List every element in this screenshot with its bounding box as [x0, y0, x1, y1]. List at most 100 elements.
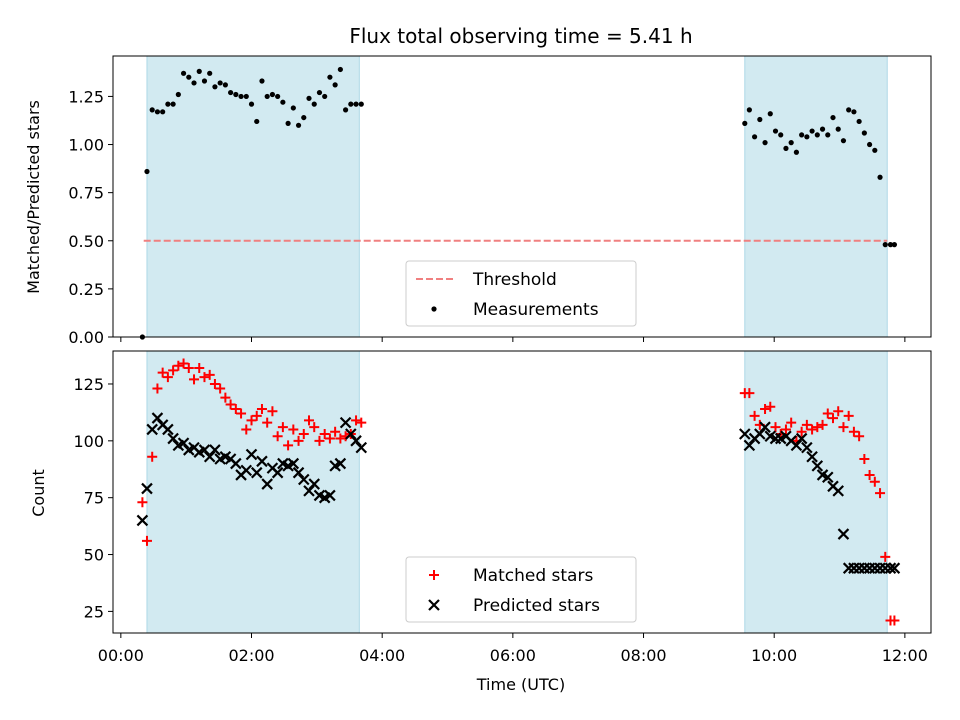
x-tick-label: 08:00 [620, 646, 666, 665]
matched-point [796, 426, 807, 437]
chart-title: Flux total observing time = 5.41 h [349, 24, 692, 48]
matched-point [765, 401, 776, 412]
axes-frame [112, 55, 932, 338]
matched-point [283, 440, 294, 451]
matched-point [262, 417, 273, 428]
measurement-point [793, 149, 800, 155]
legend: Matched stars Predicted stars [405, 556, 637, 623]
y-tick-label: 75 [84, 489, 104, 508]
legend-label: Matched stars [473, 566, 593, 586]
predicted-point [136, 514, 149, 527]
predicted-point [743, 439, 756, 452]
measurement-point [295, 122, 302, 128]
y-tick-label: 25 [84, 602, 104, 621]
matched-point [854, 431, 865, 442]
predicted-point [162, 423, 174, 436]
y-tick-label: 1.25 [68, 87, 104, 106]
measurement-point [248, 101, 255, 107]
predicted-point [203, 450, 216, 463]
predicted-point [754, 428, 766, 440]
x-tick-label: 02:00 [228, 646, 274, 665]
measurement-point [856, 118, 862, 125]
y-tick-label: 50 [84, 546, 104, 565]
predicted-point [308, 478, 321, 490]
predicted-point [795, 432, 808, 445]
y-tick-label: 0.25 [68, 280, 104, 299]
matched-point [822, 408, 833, 419]
matched-point [889, 615, 900, 626]
measurement-point [851, 109, 857, 115]
predicted-point [209, 444, 221, 456]
measurement-point [201, 78, 208, 84]
predicted-point [739, 428, 751, 440]
measurement-point [316, 89, 323, 96]
predicted-point [821, 471, 834, 483]
matched-point [267, 406, 278, 417]
legend-box [405, 556, 637, 623]
matched-point [827, 413, 838, 424]
matched-point [807, 424, 818, 435]
predicted-point [355, 441, 368, 454]
measurement-point [217, 80, 223, 86]
matched-point [189, 374, 200, 385]
measurement-point [891, 242, 898, 248]
measurement-point [783, 145, 789, 151]
matched-point [817, 419, 828, 430]
measurement-point [772, 128, 779, 134]
measurement-point [186, 74, 192, 80]
predicted-point [230, 457, 242, 470]
top-panel: 0.00 0.25 0.50 0.75 1.00 1.25 Threshold Measure… [68, 55, 932, 347]
matched-point [209, 378, 220, 389]
x-axis-label: Time (UTC) [476, 675, 565, 694]
measurement-point [767, 111, 773, 117]
matched-point [801, 419, 812, 430]
y-tick-label: 0.50 [68, 232, 104, 251]
matched-point [137, 497, 148, 508]
matched-point [869, 476, 880, 487]
measurement-point [191, 80, 197, 86]
measurement-point [762, 140, 768, 146]
measurement-point [877, 174, 883, 180]
matched-point [236, 408, 247, 419]
predicted-point [350, 435, 362, 447]
matched-point [204, 369, 215, 380]
matched-point [760, 403, 771, 414]
predicted-point [287, 457, 300, 470]
predicted-point [303, 485, 315, 497]
x-tick-label: 04:00 [359, 646, 405, 665]
matched-point [786, 417, 797, 428]
matched-point [304, 415, 315, 426]
measurement-point [228, 89, 234, 96]
series-1 [139, 66, 898, 340]
measurement-point [160, 109, 166, 115]
predicted-point [832, 485, 845, 497]
measurement-point [144, 168, 150, 175]
matched-point [859, 454, 870, 465]
y-tick-label: 100 [73, 432, 104, 451]
matched-point [168, 365, 179, 376]
legend-label: Threshold [472, 270, 557, 290]
measurement-point [872, 147, 878, 153]
legend-measurement-swatch [431, 306, 437, 312]
matched-point [215, 383, 226, 394]
measurement-point [212, 84, 218, 90]
matched-point [277, 422, 288, 433]
matched-point [183, 363, 194, 374]
matched-point [838, 422, 849, 433]
top-y-axis-label: Matched/Predicted stars [24, 100, 43, 294]
measurement-point [269, 91, 276, 98]
legend-label: Predicted stars [473, 596, 600, 616]
legend-box [405, 260, 637, 327]
predicted-point [261, 478, 273, 490]
predicted-point [759, 421, 771, 433]
matched-point [319, 429, 330, 440]
measurement-point [243, 93, 249, 100]
measurement-point [746, 107, 752, 113]
matched-point [335, 433, 346, 444]
matched-point [298, 429, 309, 440]
x-tick-label: 10:00 [751, 646, 797, 665]
predicted-point [198, 444, 211, 456]
predicted-point [790, 439, 803, 452]
x-tick-label: 06:00 [490, 646, 536, 665]
matched-point [152, 383, 163, 394]
